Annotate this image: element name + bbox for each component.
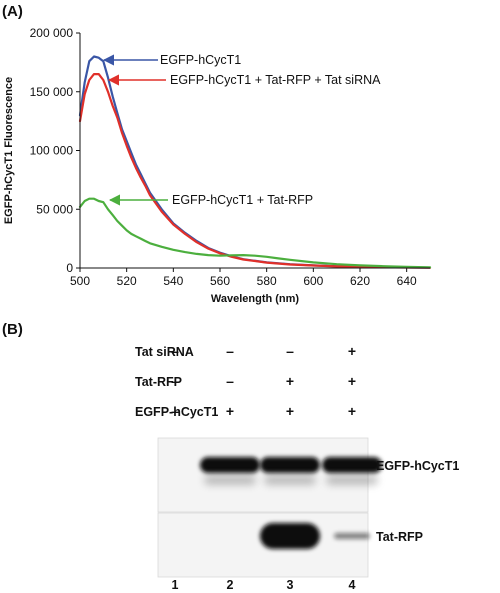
band-label: Tat-RFP: [376, 530, 423, 544]
annotation-label: EGFP-hCycT1: [160, 53, 241, 67]
series-line-3: [78, 197, 432, 269]
lane-number: 4: [349, 578, 356, 592]
treatment-sign: –: [226, 373, 234, 389]
treatment-sign: –: [226, 343, 234, 359]
x-axis-title: Wavelength (nm): [211, 293, 300, 305]
x-tick-label: 520: [117, 274, 137, 288]
treatment-sign: +: [286, 373, 294, 389]
y-tick-label: 150 000: [30, 85, 74, 99]
lane-number: 3: [287, 578, 294, 592]
treatment-sign: –: [286, 343, 294, 359]
x-tick-label: 580: [257, 274, 277, 288]
blot-band: [322, 457, 382, 473]
x-tick-label: 540: [163, 274, 183, 288]
treatment-label: Tat siRNA: [135, 345, 194, 359]
blot-band: [334, 533, 370, 539]
y-tick-label: 100 000: [30, 144, 74, 158]
treatment-label: EGFP-hCycT1: [135, 405, 218, 419]
x-tick-label: 560: [210, 274, 230, 288]
blot-panel: [157, 512, 369, 578]
blot-band: [260, 523, 320, 549]
series-layer: [78, 55, 432, 269]
x-axis-ticks: 500 520 540 560 580 600 620 640: [70, 268, 417, 288]
y-axis-ticks: 0 50 000 100 000 150 000 200 000: [30, 26, 80, 275]
annotation-label: EGFP-hCycT1 + Tat-RFP + Tat siRNA: [170, 73, 381, 87]
lane-number: 2: [227, 578, 234, 592]
panel-b-label: (B): [2, 321, 23, 338]
blot-band-shadow: [264, 475, 316, 485]
x-tick-label: 600: [303, 274, 323, 288]
blot-band-shadow: [204, 475, 256, 485]
y-tick-label: 200 000: [30, 26, 74, 40]
treatment-sign: –: [171, 343, 179, 359]
x-tick-label: 620: [350, 274, 370, 288]
blot-band: [200, 457, 260, 473]
treatment-sign: +: [348, 373, 356, 389]
y-tick-label: 0: [66, 261, 73, 275]
treatment-sign: +: [226, 403, 234, 419]
treatment-sign: +: [348, 343, 356, 359]
x-tick-label: 640: [397, 274, 417, 288]
annotation-label: EGFP-hCycT1 + Tat-RFP: [172, 193, 313, 207]
treatment-sign: +: [348, 403, 356, 419]
treatment-sign: +: [286, 403, 294, 419]
annotation-layer: EGFP-hCycT1 EGFP-hCycT1 + Tat-RFP + Tat s…: [102, 53, 381, 207]
spectrum-chart: 0 50 000 100 000 150 000 200 000 500 520 540 56…: [3, 26, 432, 305]
treatment-label: Tat-RFP: [135, 375, 182, 389]
treatment-sign: –: [171, 373, 179, 389]
y-tick-label: 50 000: [36, 202, 73, 216]
x-tick-label: 500: [70, 274, 90, 288]
series-line-2: [78, 72, 432, 269]
y-axis-title: EGFP-hCycT1 Fluorescence: [3, 77, 15, 224]
western-blot: Tat siRNA– – – +Tat-RFP– – + +EGFP-hCycT1– + + +E…: [135, 343, 459, 592]
blot-band-shadow: [326, 475, 378, 485]
treatment-sign: –: [171, 403, 179, 419]
panel-a-label: (A): [2, 3, 23, 20]
blot-band: [260, 457, 320, 473]
band-label: EGFP-hCycT1: [376, 459, 459, 473]
lane-number: 1: [172, 578, 179, 592]
